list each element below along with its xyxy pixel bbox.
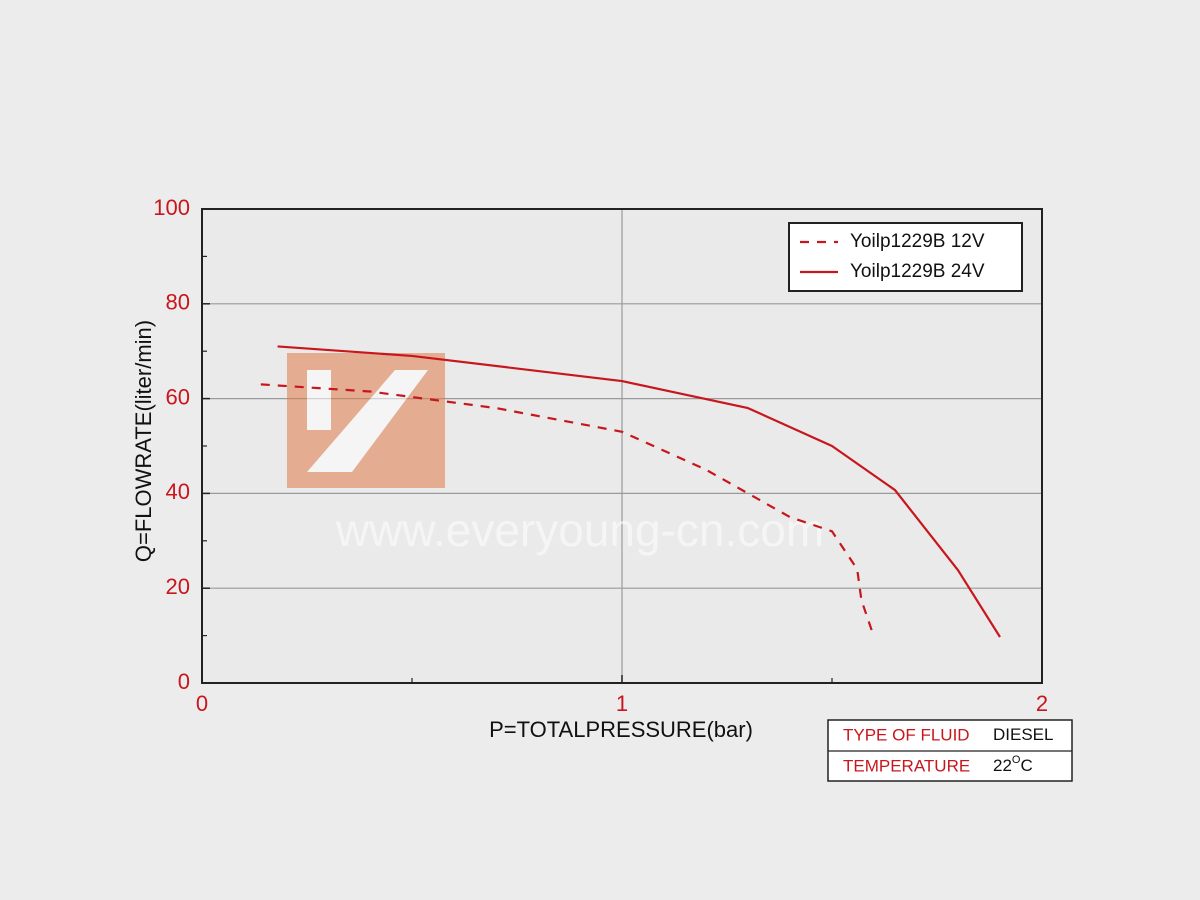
y-tick-label: 40 bbox=[166, 479, 190, 504]
info-label: TEMPERATURE bbox=[843, 756, 970, 775]
x-axis-label: P=TOTALPRESSURE(bar) bbox=[489, 717, 753, 742]
y-axis-label: Q=FLOWRATE(liter/min) bbox=[131, 320, 156, 562]
series-line bbox=[277, 345, 1001, 638]
info-superscript: O bbox=[1012, 754, 1021, 766]
legend-box bbox=[788, 222, 1023, 292]
info-value-text: DIESEL bbox=[993, 725, 1053, 744]
info-table: TYPE OF FLUID DIESEL TEMPERATURE 22OC bbox=[827, 719, 1073, 782]
series-line bbox=[260, 383, 876, 638]
x-tick-label: 2 bbox=[1036, 691, 1048, 716]
info-value-text: 22 bbox=[993, 756, 1012, 775]
y-tick-label: 100 bbox=[153, 195, 190, 220]
legend: Yoilp1229B 12V Yoilp1229B 24V bbox=[788, 222, 1023, 292]
legend-label: Yoilp1229B 24V bbox=[850, 261, 985, 282]
info-label: TYPE OF FLUID bbox=[843, 725, 970, 744]
watermark-logo bbox=[287, 353, 445, 488]
y-tick-label: 80 bbox=[166, 290, 190, 315]
y-tick-label: 0 bbox=[178, 669, 190, 694]
x-tick-label: 1 bbox=[616, 691, 628, 716]
y-tick-label: 60 bbox=[166, 384, 190, 409]
info-value: 22OC bbox=[993, 754, 1033, 776]
legend-label: Yoilp1229B 12V bbox=[850, 231, 985, 252]
info-value: DIESEL bbox=[993, 725, 1053, 744]
watermark: www.everyoung-cn.com bbox=[335, 504, 824, 556]
lines bbox=[260, 345, 1001, 638]
x-tick-label: 0 bbox=[196, 691, 208, 716]
info-unit: C bbox=[1020, 756, 1032, 775]
y-tick-label: 20 bbox=[166, 574, 190, 599]
